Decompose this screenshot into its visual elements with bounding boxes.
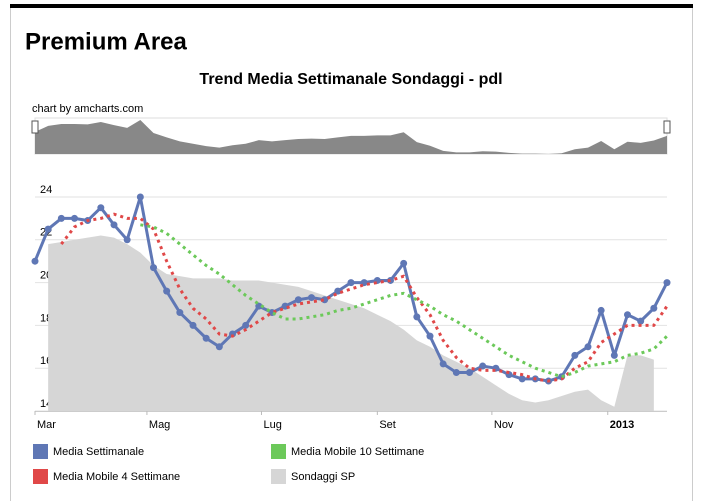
legend-swatch [271,444,286,459]
legend-label: Media Settimanale [53,446,144,458]
x-tick-label: Mag [149,419,170,431]
scrollbar-handle [31,120,39,134]
chart-title: Trend Media Settimanale Sondaggi - pdl [199,71,502,88]
point [308,294,315,302]
x-tick-label: Nov [494,419,514,431]
point [57,214,65,222]
point [71,214,78,222]
point [479,362,487,370]
legend-label: Media Mobile 4 Settimane [53,471,180,483]
point [637,317,645,325]
point [466,368,473,376]
point [400,259,408,267]
page-title: Premium Area [25,28,188,55]
point [163,287,171,295]
point [189,321,197,329]
point [426,332,434,340]
point [663,279,671,287]
point [31,257,39,265]
point [136,193,144,201]
point [202,334,210,342]
point [176,309,184,317]
point [229,330,236,338]
point [571,351,579,359]
x-tick-label: Set [379,419,396,431]
x-tick-label: 2013 [610,419,634,431]
point [518,375,526,383]
x-tick-label: Lug [263,419,281,431]
point [624,311,631,319]
point [242,321,250,329]
point [584,343,592,351]
point [294,296,302,304]
line-series [140,223,669,379]
point [610,351,618,359]
scrollbar-preview [35,120,667,154]
point [215,343,223,351]
point [334,287,342,295]
point [439,360,447,368]
point [110,221,118,229]
area-series [48,235,654,411]
legend-swatch [271,469,286,484]
point [123,236,131,244]
legend-swatch [33,444,48,459]
point [650,304,658,312]
chart-credit: chart by amcharts.com [32,103,143,115]
legend-label: Sondaggi SP [291,471,355,483]
point [597,306,605,314]
legend-swatch [33,469,48,484]
scrollbar-handle [663,120,671,134]
y-tick-label: 24 [40,184,52,196]
point [413,313,421,321]
point [347,279,355,287]
point [44,225,52,233]
point [97,204,105,212]
point [452,368,460,376]
top-bar [10,4,693,8]
legend-label: Media Mobile 10 Settimane [291,446,424,458]
x-tick-label: Mar [37,419,56,431]
point [150,264,157,272]
